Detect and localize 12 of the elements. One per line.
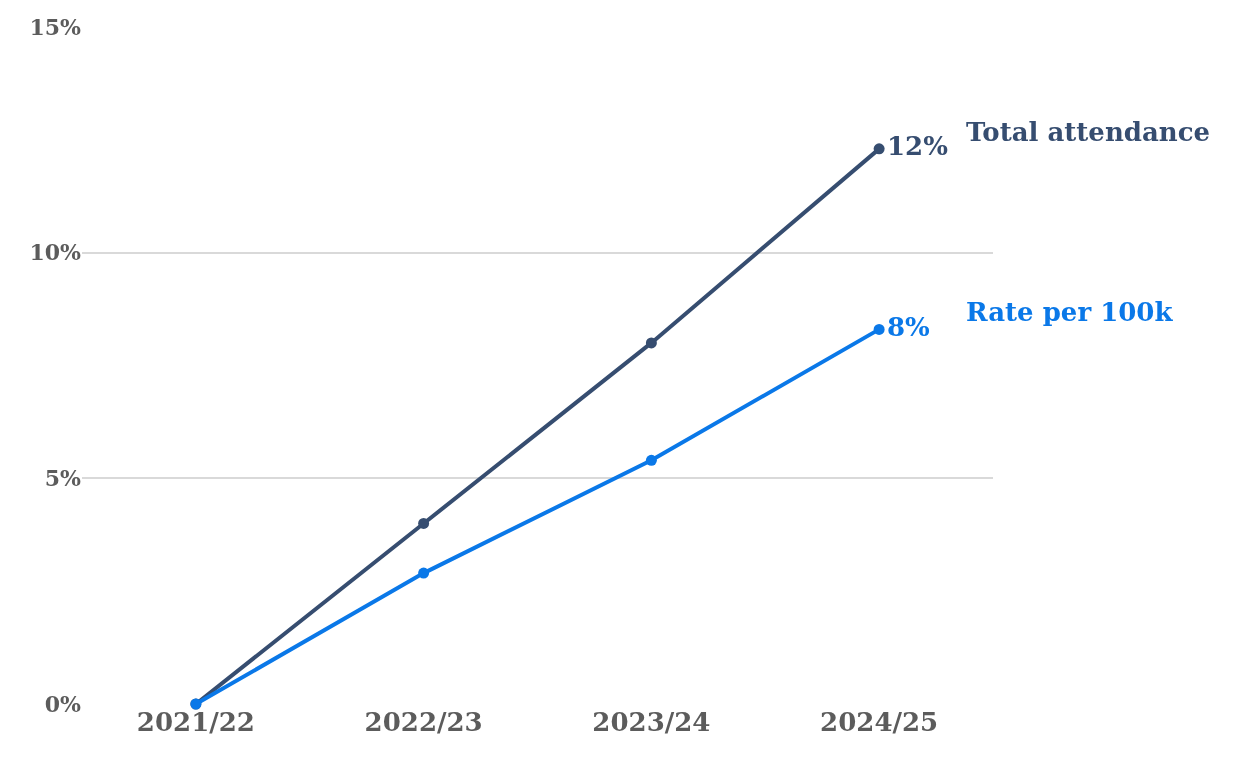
data-label: 8%	[887, 311, 931, 342]
y-tick-label: 5%	[44, 465, 82, 492]
y-tick-label: 0%	[44, 690, 82, 717]
text: Total attendance	[966, 117, 1211, 147]
x-tick-label: 2024/25	[820, 707, 939, 737]
x-tick-label: 2021/22	[136, 707, 255, 737]
y-tick-label: 10%	[29, 239, 82, 266]
y-tick-label: 15%	[29, 13, 82, 40]
data-label: 12%	[887, 131, 949, 162]
text: Rate per 100k	[966, 297, 1174, 327]
x-tick-label: 2022/23	[364, 707, 483, 737]
x-tick-label: 2023/24	[592, 707, 711, 737]
